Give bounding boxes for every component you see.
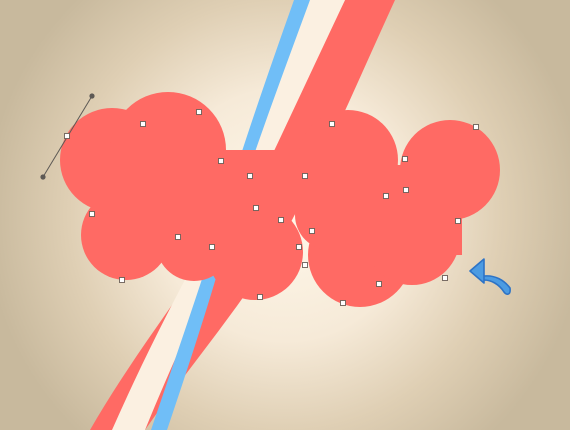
- anchor-point[interactable]: [442, 275, 448, 281]
- anchor-point[interactable]: [257, 294, 263, 300]
- anchor-point[interactable]: [278, 217, 284, 223]
- anchor-point[interactable]: [383, 193, 389, 199]
- anchor-point[interactable]: [253, 205, 259, 211]
- red-shape-left: [60, 92, 303, 300]
- red-shape-right: [295, 110, 500, 307]
- anchor-point[interactable]: [89, 211, 95, 217]
- anchor-point[interactable]: [196, 109, 202, 115]
- anchor-point[interactable]: [473, 124, 479, 130]
- anchor-point[interactable]: [302, 262, 308, 268]
- anchor-point[interactable]: [402, 156, 408, 162]
- anchor-point[interactable]: [302, 173, 308, 179]
- anchor-point[interactable]: [64, 133, 70, 139]
- anchor-point[interactable]: [218, 158, 224, 164]
- anchor-point[interactable]: [296, 244, 302, 250]
- anchor-point[interactable]: [119, 277, 125, 283]
- anchor-point[interactable]: [455, 218, 461, 224]
- anchor-point[interactable]: [140, 121, 146, 127]
- anchor-point[interactable]: [376, 281, 382, 287]
- anchor-point[interactable]: [403, 187, 409, 193]
- anchor-point[interactable]: [209, 244, 215, 250]
- anchor-point[interactable]: [309, 228, 315, 234]
- anchor-point[interactable]: [175, 234, 181, 240]
- anchor-point[interactable]: [247, 173, 253, 179]
- undo-button[interactable]: [469, 258, 511, 295]
- handle-endpoint-top[interactable]: [89, 93, 95, 99]
- anchor-point[interactable]: [340, 300, 346, 306]
- handle-endpoint-bottom[interactable]: [40, 174, 46, 180]
- anchor-point[interactable]: [329, 121, 335, 127]
- undo-curved-arrow-icon: [469, 258, 511, 295]
- anchor-points: [64, 109, 479, 306]
